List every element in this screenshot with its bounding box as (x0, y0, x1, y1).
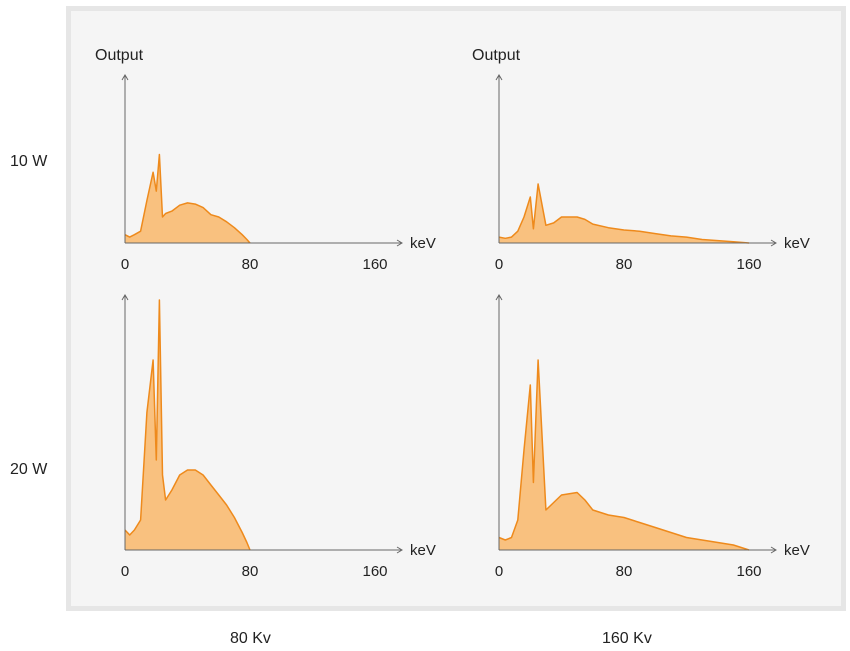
y-axis-arrow-1 (495, 74, 503, 81)
x-tick-label-0-2: 160 (362, 256, 387, 273)
x-tick-label-3-2: 160 (736, 563, 761, 580)
spectrum-area-0 (125, 154, 250, 243)
x-axis-label-1: keV (784, 235, 810, 252)
x-tick-label-2-2: 160 (362, 563, 387, 580)
x-axis-arrow-2 (396, 546, 403, 554)
x-axis-arrow-1 (770, 239, 777, 247)
x-axis-arrow-0 (396, 239, 403, 247)
row-label-10w: 10 W (10, 153, 48, 170)
x-axis-label-3: keV (784, 542, 810, 559)
col-label-160kv: 160 Kv (602, 630, 652, 647)
y-axis-arrow-0 (121, 74, 129, 81)
x-tick-label-3-1: 80 (616, 563, 633, 580)
x-axis-label-2: keV (410, 542, 436, 559)
col-label-80kv: 80 Kv (230, 630, 271, 647)
spectrum-area-3 (499, 360, 749, 550)
x-tick-label-1-2: 160 (736, 256, 761, 273)
x-tick-label-2-1: 80 (242, 563, 259, 580)
y-axis-arrow-3 (495, 294, 503, 301)
spectrum-line-1 (498, 183, 750, 244)
spectrum-line-2 (124, 299, 251, 551)
y-axis-label-0: Output (95, 47, 144, 64)
x-tick-label-1-1: 80 (616, 256, 633, 273)
spectrum-line-0 (124, 153, 251, 244)
x-axis-arrow-3 (770, 546, 777, 554)
x-axis-label-0: keV (410, 235, 436, 252)
spectrum-area-1 (499, 184, 749, 243)
spectrum-area-2 (125, 300, 250, 550)
spectrum-line-3 (498, 359, 750, 551)
x-tick-label-0-0: 0 (121, 256, 129, 273)
x-tick-label-3-0: 0 (495, 563, 503, 580)
y-axis-label-1: Output (472, 47, 521, 64)
y-axis-arrow-2 (121, 294, 129, 301)
x-tick-label-2-0: 0 (121, 563, 129, 580)
row-label-20w: 20 W (10, 461, 48, 478)
x-tick-label-0-1: 80 (242, 256, 259, 273)
x-tick-label-1-0: 0 (495, 256, 503, 273)
